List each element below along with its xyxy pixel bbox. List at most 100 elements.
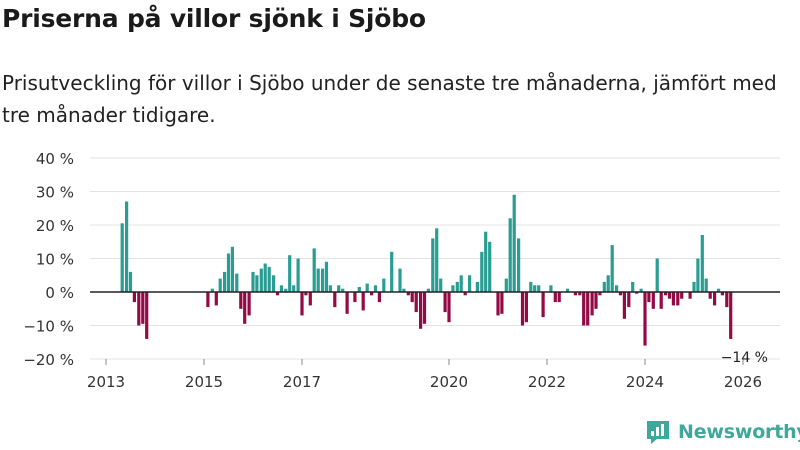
bar-negative — [353, 292, 357, 303]
bar-negative — [676, 292, 680, 306]
y-tick-label: 10 % — [36, 251, 74, 269]
bar-negative — [635, 292, 639, 294]
chart-subtitle: Prisutveckling för villor i Sjöbo under … — [2, 71, 777, 127]
bar-negative — [725, 292, 729, 308]
bar-positive — [615, 285, 619, 292]
bar-negative — [541, 292, 545, 318]
bar-positive — [373, 285, 378, 292]
bar-negative — [345, 292, 349, 314]
bar-negative — [137, 292, 141, 326]
bar-negative — [500, 292, 504, 314]
bar-positive — [382, 278, 386, 292]
bar-positive — [226, 253, 231, 292]
bar-negative — [671, 292, 675, 306]
bar-negative — [643, 292, 647, 346]
bar-negative — [573, 292, 577, 296]
bar-negative — [247, 292, 251, 316]
newsworthy-logo-icon — [647, 421, 669, 444]
x-tick-label: 2024 — [626, 373, 664, 391]
bar-positive — [267, 266, 271, 292]
bar-positive — [288, 255, 292, 292]
bar-negative — [590, 292, 594, 316]
brand-name: Newsworthy — [678, 421, 800, 443]
y-tick-label: 30 % — [36, 184, 74, 202]
y-tick-label: −20 % — [23, 351, 74, 369]
y-tick-label: 40 % — [36, 150, 74, 168]
x-tick-label: 2013 — [87, 373, 125, 391]
x-tick-label: 2022 — [528, 373, 566, 391]
bar-negative — [578, 292, 582, 296]
bar-negative — [557, 292, 561, 303]
bar-positive — [431, 238, 435, 292]
bar-positive — [455, 281, 459, 292]
y-tick-label: 20 % — [36, 217, 74, 235]
bar-positive — [120, 223, 124, 292]
bar-negative — [414, 292, 418, 313]
bar-negative — [659, 292, 663, 309]
bar-positive — [700, 235, 704, 292]
bar-negative — [729, 292, 733, 339]
bar-negative — [713, 292, 717, 306]
bar-positive — [263, 263, 267, 292]
bar-negative — [524, 292, 528, 323]
bar-positive — [639, 288, 643, 292]
bar-positive — [606, 275, 610, 293]
y-tick-label: 0 % — [45, 284, 74, 302]
bar-negative — [206, 292, 210, 308]
bar-positive — [704, 278, 708, 292]
bar-negative — [333, 292, 337, 308]
bar-positive — [533, 285, 537, 292]
bar-negative — [582, 292, 586, 326]
bar-negative — [680, 292, 684, 299]
bar-negative — [141, 292, 145, 324]
bar-positive — [235, 273, 239, 292]
y-tick-label: −10 % — [23, 318, 74, 336]
bar-positive — [251, 271, 255, 292]
newsworthy-brand[interactable]: Newsworthy — [644, 418, 800, 446]
bar-positive — [475, 281, 479, 292]
bar-positive — [316, 268, 320, 292]
chart-title: Priserna på villor sjönk i Sjöbo — [2, 4, 426, 33]
bar-positive — [504, 278, 508, 292]
bar-negative — [410, 292, 414, 303]
bar-negative — [720, 292, 724, 296]
bar-positive — [230, 246, 234, 292]
bar-positive — [517, 238, 521, 292]
bar-positive — [439, 278, 443, 292]
bar-positive — [128, 271, 133, 292]
bar-positive — [125, 201, 129, 292]
x-tick-label: 2026 — [724, 373, 762, 391]
bar-positive — [631, 281, 635, 292]
bar-negative — [496, 292, 500, 316]
bar-negative — [214, 292, 218, 306]
bar-positive — [716, 288, 721, 292]
bar-positive — [312, 248, 316, 292]
bar-negative — [239, 292, 243, 309]
bar-negative — [406, 292, 410, 296]
bar-positive — [296, 258, 300, 292]
bar-negative — [447, 292, 451, 323]
bar-negative — [598, 292, 602, 296]
bar-negative — [594, 292, 598, 309]
bar-negative — [463, 292, 467, 296]
bar-negative — [622, 292, 626, 319]
bar-negative — [651, 292, 655, 309]
x-tick-label: 2017 — [283, 373, 321, 391]
bar-positive — [357, 287, 361, 292]
bar-positive — [398, 268, 402, 292]
bar-positive — [696, 258, 700, 292]
bar-positive — [459, 275, 463, 293]
bar-positive — [272, 275, 276, 293]
bar-negative — [361, 292, 365, 311]
y-axis: 40 % 30 % 20 % 10 % 0 % −10 % −20 % — [23, 150, 780, 369]
bar-positive — [451, 285, 455, 292]
bar-positive — [426, 288, 430, 292]
x-tick-label: 2020 — [430, 373, 468, 391]
x-axis: 2013 2015 2017 2020 2022 2024 2026 — [87, 359, 762, 391]
bar-positive — [324, 261, 329, 292]
bar-negative — [422, 292, 427, 324]
bar-negative — [553, 292, 557, 303]
bar-positive — [279, 285, 283, 292]
last-value-annotation: −14 % — [721, 350, 768, 366]
bar-positive — [610, 245, 614, 292]
